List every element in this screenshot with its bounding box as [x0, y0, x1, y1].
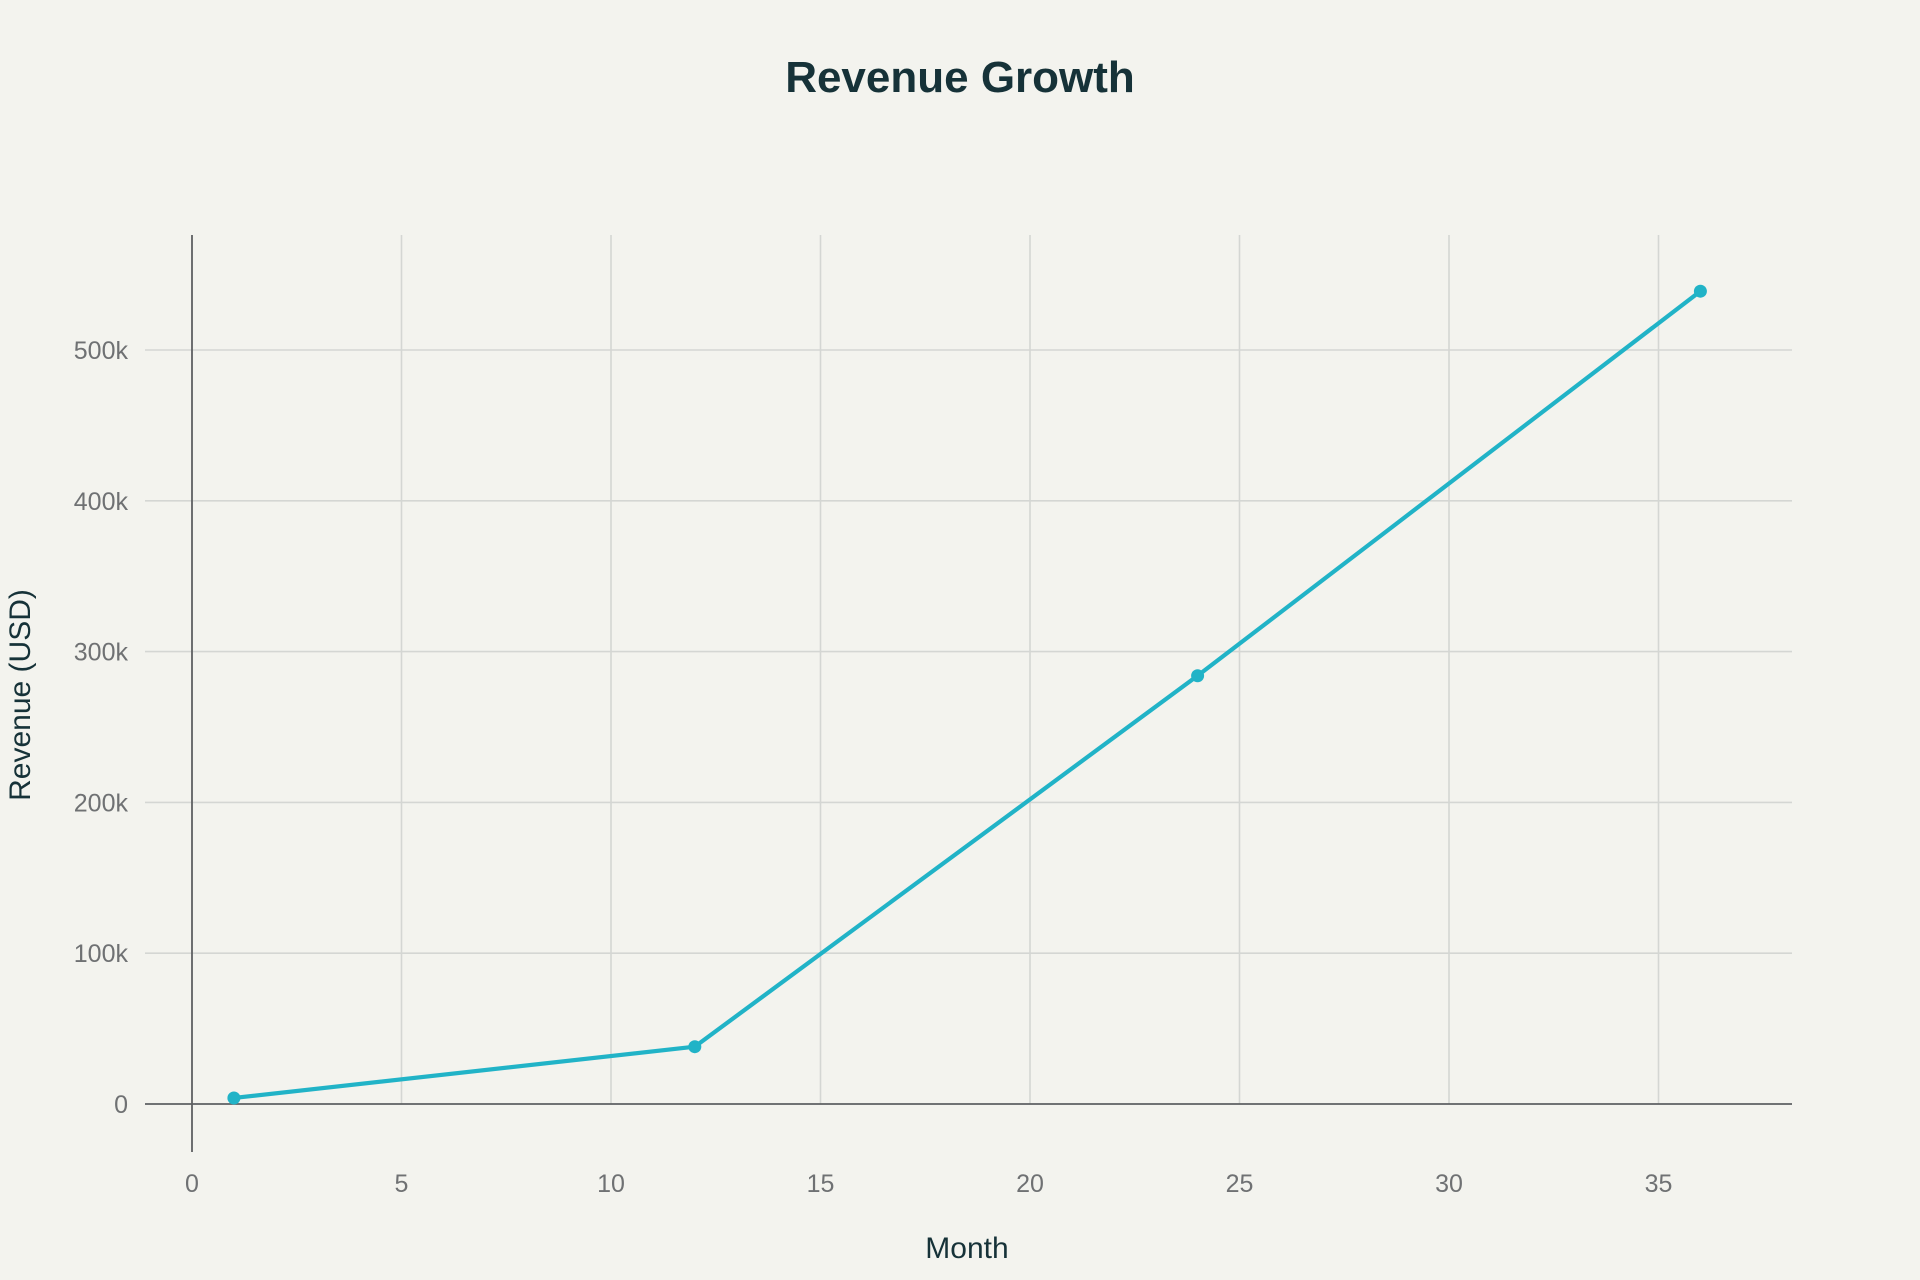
y-tick-label: 0	[114, 1091, 128, 1119]
x-axis-title: Month	[925, 1232, 1008, 1265]
chart-title: Revenue Growth	[785, 53, 1135, 102]
y-tick-label: 400k	[74, 488, 129, 516]
revenue-data-point	[1693, 284, 1707, 298]
y-tick-label: 500k	[74, 337, 129, 365]
axes	[145, 235, 1792, 1152]
y-axis-title: Revenue (USD)	[4, 589, 37, 801]
revenue-data-point	[1191, 669, 1205, 683]
x-tick-label: 10	[597, 1170, 625, 1198]
x-tick-label: 5	[395, 1170, 409, 1198]
grid-lines	[145, 235, 1792, 1104]
x-tick-label: 15	[807, 1170, 835, 1198]
x-tick-label: 25	[1226, 1170, 1254, 1198]
tick-labels: 0 5 10 15 20 25 30 35 0 100k 200k 300k 400k 500k	[74, 337, 1673, 1198]
data-series	[227, 284, 1707, 1105]
revenue-data-point	[227, 1091, 241, 1105]
y-tick-label: 100k	[74, 940, 129, 968]
x-tick-label: 0	[185, 1170, 199, 1198]
revenue-series-line	[231, 289, 1703, 1101]
x-tick-label: 30	[1435, 1170, 1463, 1198]
y-tick-label: 200k	[74, 789, 129, 817]
revenue-data-point	[688, 1040, 702, 1054]
y-tick-label: 300k	[74, 639, 129, 667]
x-tick-label: 35	[1645, 1170, 1673, 1198]
x-tick-label: 20	[1016, 1170, 1044, 1198]
